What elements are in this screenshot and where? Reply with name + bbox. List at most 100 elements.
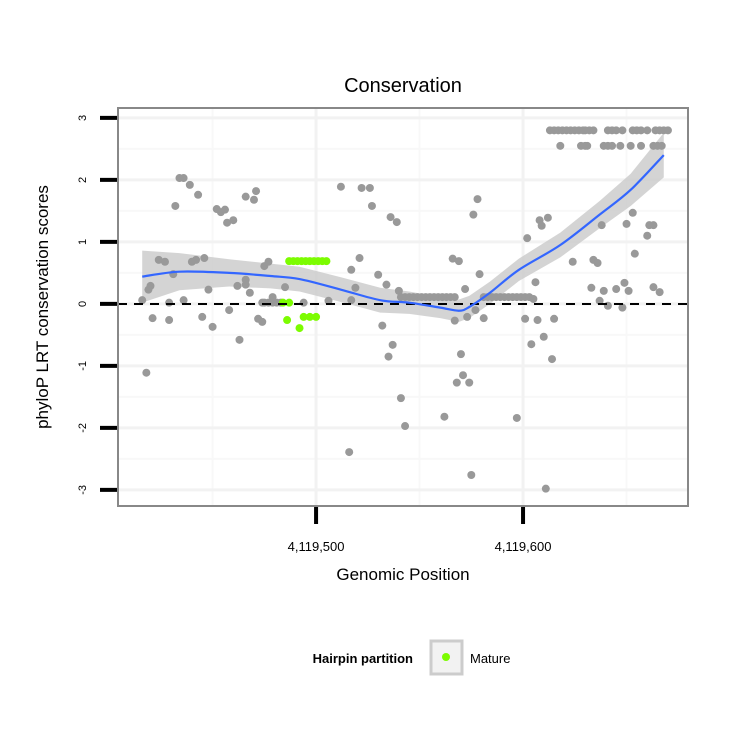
other-point: [595, 296, 604, 305]
other-point: [241, 275, 250, 284]
other-point: [450, 293, 459, 302]
other-point: [252, 187, 261, 196]
other-point: [185, 180, 194, 189]
other-point: [663, 126, 672, 135]
other-point: [543, 213, 552, 222]
y-tick-label: 2: [77, 177, 89, 183]
other-point: [643, 231, 652, 240]
other-point: [626, 141, 635, 150]
other-point: [471, 306, 480, 315]
other-point: [622, 219, 631, 228]
other-point: [583, 141, 592, 150]
other-point: [649, 221, 658, 230]
other-point: [452, 378, 461, 387]
smooth-curve: [142, 154, 665, 312]
other-point: [630, 249, 639, 258]
other-point: [258, 317, 267, 326]
legend-mature-dot: [442, 653, 450, 661]
other-point: [450, 316, 459, 325]
other-point: [568, 257, 577, 266]
other-point: [628, 208, 637, 217]
other-point: [608, 141, 617, 150]
other-point: [616, 141, 625, 150]
other-point: [365, 183, 374, 192]
other-point: [655, 288, 664, 297]
other-point: [548, 355, 557, 364]
y-tick-label: 1: [77, 239, 89, 245]
other-point: [192, 255, 201, 264]
other-point: [347, 265, 356, 274]
other-point: [268, 293, 277, 302]
other-point: [382, 280, 391, 289]
y-tick-label: -2: [77, 423, 89, 433]
other-point: [160, 257, 169, 266]
other-point: [384, 352, 393, 361]
other-point: [198, 312, 207, 321]
other-point: [194, 190, 203, 199]
other-point: [347, 296, 356, 305]
chart-title: Conservation: [344, 75, 462, 97]
other-point: [479, 314, 488, 323]
other-point: [165, 316, 174, 325]
other-point: [512, 413, 521, 422]
other-point: [556, 141, 565, 150]
other-point: [456, 350, 465, 359]
x-tick-label: 4,119,600: [495, 539, 552, 554]
other-point: [469, 210, 478, 219]
other-point: [624, 286, 633, 295]
x-axis: 4,119,500 4,119,600: [288, 507, 552, 554]
other-point: [465, 378, 474, 387]
mature-point: [299, 312, 308, 321]
other-point: [351, 283, 360, 292]
other-point: [138, 296, 147, 305]
other-point: [527, 340, 536, 349]
other-point: [612, 126, 621, 135]
other-point: [401, 422, 410, 431]
smooth-line: [142, 154, 665, 312]
legend-title: Hairpin partition: [313, 651, 413, 666]
mature-point: [285, 298, 294, 307]
other-point: [249, 195, 258, 204]
other-point: [357, 183, 366, 192]
other-point: [386, 213, 395, 222]
mature-point: [312, 312, 321, 321]
other-point: [459, 371, 468, 380]
other-point: [537, 221, 546, 230]
other-point: [324, 296, 333, 305]
other-point: [463, 312, 472, 321]
y-tick-label: -3: [77, 485, 89, 495]
other-point: [200, 254, 209, 263]
plot-border: [117, 107, 689, 507]
other-point: [281, 283, 290, 292]
confidence-band-area: [142, 132, 664, 322]
other-point: [235, 335, 244, 344]
other-point: [599, 286, 608, 295]
other-point: [204, 285, 213, 294]
other-point: [643, 126, 652, 135]
x-tick-label: 4,119,500: [288, 539, 345, 554]
other-point: [467, 471, 476, 480]
other-point: [299, 298, 308, 307]
other-point: [531, 278, 540, 287]
other-point: [233, 281, 242, 290]
x-axis-label: Genomic Position: [336, 565, 469, 584]
other-point: [589, 126, 598, 135]
other-point: [388, 340, 397, 349]
other-point: [473, 195, 482, 204]
other-point: [612, 285, 621, 294]
mature-point: [295, 324, 304, 333]
other-point: [392, 218, 401, 227]
legend-key: [429, 639, 464, 676]
mature-point: [283, 316, 292, 325]
other-point: [225, 306, 234, 315]
other-point: [597, 221, 606, 230]
y-axis-label: phyloP LRT conservation scores: [33, 185, 52, 429]
other-point: [396, 394, 405, 403]
y-tick-label: 0: [77, 301, 89, 307]
other-point: [657, 141, 666, 150]
other-point: [229, 216, 238, 225]
other-point: [440, 412, 449, 421]
other-point: [179, 174, 188, 183]
mature-point: [305, 312, 314, 321]
